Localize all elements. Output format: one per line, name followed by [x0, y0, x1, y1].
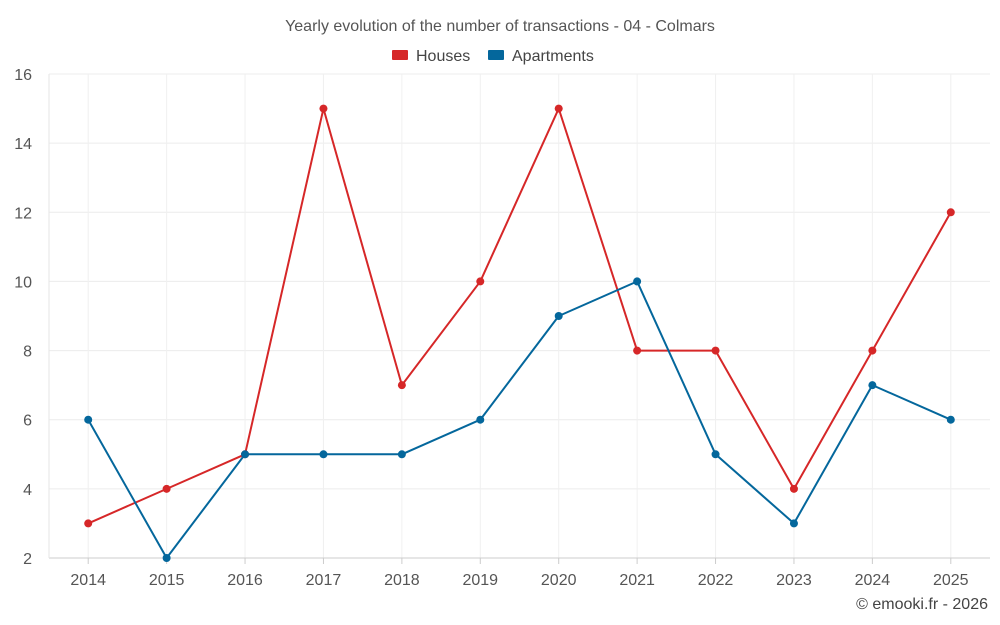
data-point-apartments-2016[interactable]: [241, 450, 250, 459]
x-tick-label: 2015: [149, 572, 185, 589]
data-point-houses-2024[interactable]: [868, 346, 877, 355]
legend-label-houses: Houses: [416, 48, 470, 65]
legend-label-apartments: Apartments: [512, 48, 594, 65]
data-point-houses-2017[interactable]: [319, 104, 328, 113]
x-tick-label: 2023: [776, 572, 812, 589]
data-point-apartments-2020[interactable]: [554, 312, 563, 320]
data-point-houses-2023[interactable]: [789, 484, 798, 493]
data-point-houses-2014[interactable]: [84, 519, 93, 528]
data-point-apartments-2023[interactable]: [789, 519, 798, 528]
x-tick-label: 2019: [462, 572, 498, 589]
data-point-apartments-2018[interactable]: [397, 450, 406, 459]
data-point-apartments-2021[interactable]: [633, 277, 642, 286]
x-tick-label: 2022: [698, 572, 734, 589]
data-point-houses-2019[interactable]: [476, 277, 485, 286]
y-tick-label: 10: [14, 274, 32, 291]
y-tick-label: 14: [14, 136, 32, 153]
series-group: [84, 104, 955, 562]
credit-text: © emooki.fr - 2026: [856, 596, 988, 613]
data-point-apartments-2025[interactable]: [946, 415, 955, 424]
data-point-houses-2021[interactable]: [633, 346, 642, 355]
legend-swatch-apartments: [488, 50, 504, 60]
x-tick-label: 2024: [855, 572, 891, 589]
x-tick-label: 2021: [619, 572, 655, 589]
data-point-apartments-2019[interactable]: [476, 415, 485, 424]
y-tick-label: 16: [14, 67, 32, 84]
y-tick-label: 2: [23, 551, 32, 568]
data-point-apartments-2014[interactable]: [84, 415, 93, 424]
data-point-apartments-2022[interactable]: [711, 450, 720, 459]
x-tick-label: 2018: [384, 572, 420, 589]
data-point-apartments-2017[interactable]: [319, 450, 328, 459]
x-tick-label: 2016: [227, 572, 263, 589]
data-point-houses-2015[interactable]: [162, 484, 171, 493]
x-tick-label: 2014: [70, 572, 106, 589]
legend: Houses Apartments: [392, 48, 594, 65]
y-tick-label: 6: [23, 413, 32, 430]
data-point-houses-2025[interactable]: [946, 208, 955, 217]
data-point-houses-2018[interactable]: [397, 381, 406, 390]
data-point-apartments-2024[interactable]: [868, 381, 877, 390]
x-tick-label: 2025: [933, 572, 969, 589]
y-tick-label: 8: [23, 344, 32, 361]
chart-title: Yearly evolution of the number of transa…: [285, 18, 715, 35]
data-point-houses-2022[interactable]: [711, 346, 720, 355]
x-tick-label: 2020: [541, 572, 577, 589]
data-point-apartments-2015[interactable]: [162, 554, 171, 562]
legend-swatch-houses: [392, 50, 408, 60]
data-point-houses-2020[interactable]: [554, 104, 563, 113]
grid: [49, 73, 990, 558]
x-tick-label: 2017: [306, 572, 342, 589]
y-tick-label: 12: [14, 205, 32, 222]
series-line-houses: [87, 107, 952, 525]
y-tick-label: 4: [23, 482, 32, 499]
series-line-apartments: [87, 280, 952, 559]
axes: 2 4 6 8 10 12 14 16 2014 2015 2016 2017 2018 2019 2020…: [14, 67, 990, 589]
